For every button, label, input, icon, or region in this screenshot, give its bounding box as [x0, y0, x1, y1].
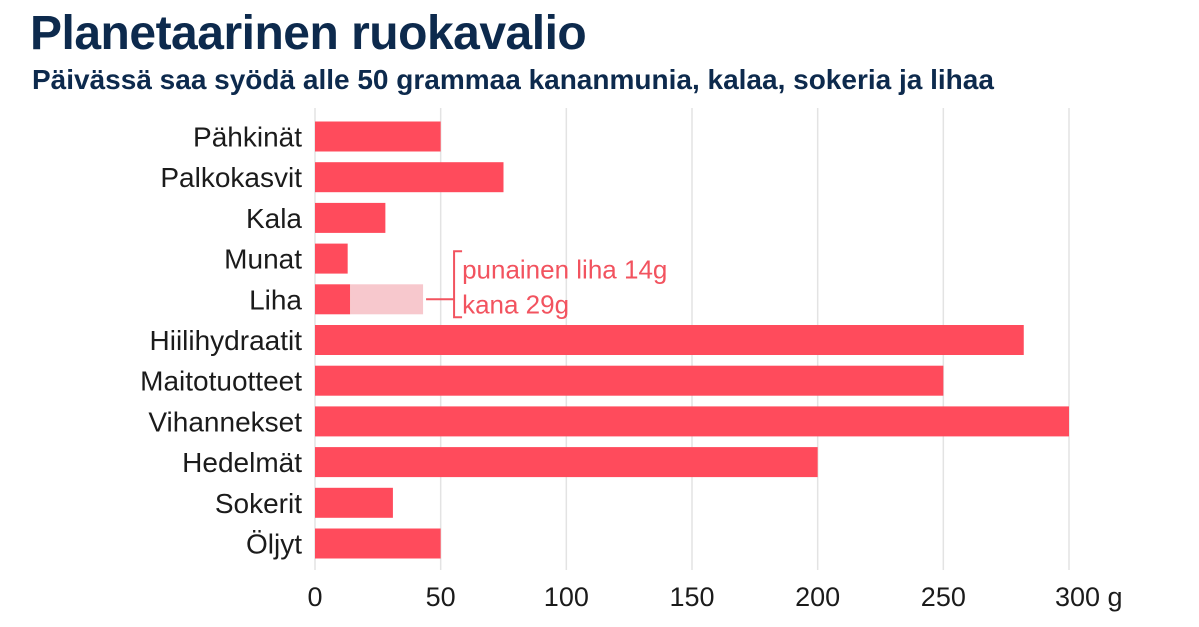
category-label-maitotuotteet: Maitotuotteet — [140, 366, 302, 397]
bar-oljyt — [315, 528, 441, 559]
bar-sokerit — [315, 487, 393, 518]
x-tick-label: 250 — [921, 582, 966, 612]
bar-liha — [315, 284, 351, 315]
category-label-kala: Kala — [246, 203, 302, 234]
bar-hedelmat — [315, 447, 818, 478]
category-label-pahkinat: Pähkinät — [193, 122, 302, 153]
x-tick-label: 150 — [669, 582, 714, 612]
x-axis-ticks: 0 50 100 150 200 250 300 g — [307, 582, 1122, 612]
bar-hiilihydraatit — [315, 325, 1024, 355]
category-label-oljyt: Öljyt — [246, 529, 302, 560]
bar-vihannekset — [315, 406, 1069, 437]
x-tick-label: 100 — [544, 582, 589, 612]
category-label-liha: Liha — [249, 284, 302, 315]
chart-title: Planetaarinen ruokavalio — [30, 7, 587, 60]
category-label-hedelmat: Hedelmät — [182, 447, 302, 478]
category-label-sokerit: Sokerit — [215, 488, 302, 519]
category-label-munat: Munat — [224, 244, 302, 275]
liha-annotation: punainen liha 14g kana 29g — [426, 250, 667, 319]
bar-munat — [315, 243, 348, 274]
x-tick-label: 300 g — [1055, 582, 1123, 612]
bar-kala — [315, 202, 386, 233]
x-tick-label: 50 — [426, 582, 456, 612]
bars — [315, 121, 1069, 559]
category-label-hiilihydraatit: Hiilihydraatit — [150, 325, 303, 356]
bar-pahkinat — [315, 121, 441, 152]
annotation-bracket — [426, 250, 463, 319]
bar-maitotuotteet — [315, 365, 944, 396]
category-label-vihannekset: Vihannekset — [148, 406, 302, 437]
category-labels: Pähkinät Palkokasvit Kala Munat Liha Hiilihyd… — [140, 122, 302, 560]
chart-subtitle: Päivässä saa syödä alle 50 grammaa kanan… — [32, 64, 994, 95]
annotation-chicken: kana 29g — [462, 289, 569, 319]
bar-palkokasvit — [315, 162, 504, 193]
x-tick-label: 200 — [795, 582, 840, 612]
bar-liha-segment-1 — [350, 284, 424, 315]
category-label-palkokasvit: Palkokasvit — [160, 162, 302, 193]
x-tick-label: 0 — [307, 582, 322, 612]
annotation-red-meat: punainen liha 14g — [462, 254, 667, 284]
